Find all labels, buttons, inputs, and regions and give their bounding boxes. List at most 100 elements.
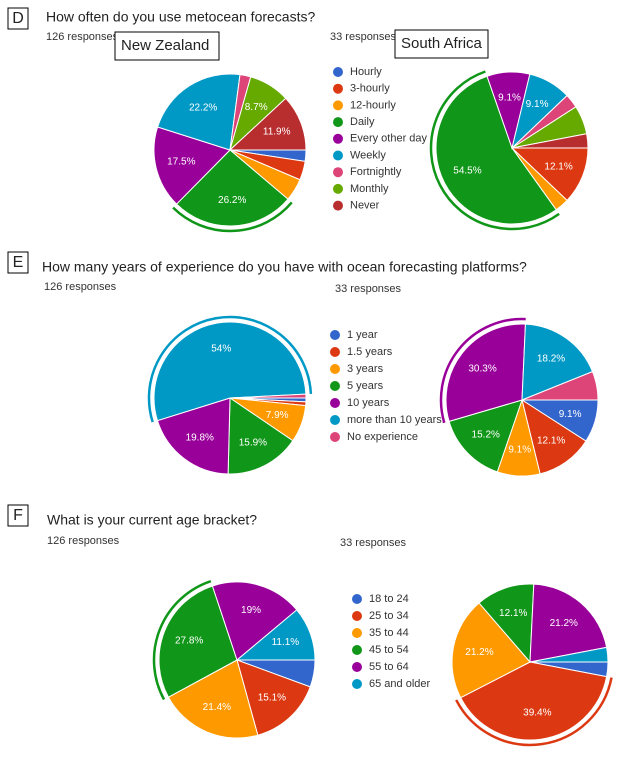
- slice-label: 19.8%: [186, 433, 214, 444]
- legend-label: 3-hourly: [350, 83, 390, 95]
- slice-label: 15.1%: [258, 692, 286, 703]
- legend-swatch: [352, 645, 362, 655]
- pie-slice: [158, 585, 238, 698]
- slice-label: 21.4%: [203, 702, 231, 713]
- slice-label: 11.1%: [272, 637, 300, 648]
- pie-slice: [167, 659, 259, 739]
- slice-highlight: [429, 70, 560, 231]
- pie-slice: [228, 97, 307, 151]
- legend-label: 10 years: [347, 397, 390, 409]
- legend-swatch: [330, 347, 340, 357]
- legend-swatch: [333, 100, 343, 111]
- legend-swatch: [352, 628, 362, 638]
- legend-swatch: [333, 133, 343, 144]
- slice-label: 21.2%: [465, 647, 493, 658]
- slice-label: 54%: [211, 343, 231, 354]
- pie-slice: [451, 602, 531, 699]
- slice-label: 22.2%: [189, 102, 217, 113]
- response-count: 126 responses: [47, 535, 120, 547]
- pie-slice: [478, 583, 535, 664]
- legend-swatch: [333, 200, 343, 211]
- legend-label: 45 to 54: [369, 644, 409, 656]
- legend-swatch: [333, 167, 343, 178]
- country-label: New Zealand: [121, 37, 209, 54]
- legend-swatch: [330, 381, 340, 391]
- pie-slice: [229, 393, 307, 399]
- pie-slice: [156, 397, 231, 475]
- country-box: [394, 29, 489, 59]
- slice-label: 15.2%: [472, 429, 500, 440]
- legend-swatch: [330, 415, 340, 425]
- pie-slice: [235, 609, 316, 661]
- panel-letter: F: [13, 507, 23, 524]
- pie-slice: [521, 370, 599, 401]
- slice-label: 9.1%: [559, 409, 582, 420]
- slice-label: 17.5%: [167, 157, 195, 168]
- legend-label: 5 years: [347, 380, 384, 392]
- question-title: What is your current age bracket?: [47, 512, 257, 528]
- panel-letter-box: [7, 7, 29, 30]
- slice-highlight: [455, 677, 613, 747]
- legend-label: 55 to 64: [369, 661, 409, 673]
- legend-swatch: [352, 662, 362, 672]
- legend-label: Every other day: [350, 133, 428, 145]
- pie-slice: [448, 399, 523, 473]
- slice-label: 39.4%: [523, 708, 551, 719]
- legend-label: 25 to 34: [369, 610, 409, 622]
- legend-swatch: [330, 330, 340, 340]
- legend-label: more than 10 years.: [347, 414, 445, 426]
- slice-label: 19%: [241, 605, 261, 616]
- pie-slice: [175, 149, 289, 227]
- slice-highlight: [439, 317, 526, 424]
- slice-label: 26.2%: [218, 195, 246, 206]
- panel-letter: D: [12, 10, 24, 27]
- legend-label: Daily: [350, 116, 375, 128]
- panel-letter-box: [7, 251, 29, 274]
- slice-label: 30.3%: [468, 364, 496, 375]
- pie-slice: [529, 583, 608, 663]
- legend-swatch: [333, 183, 343, 194]
- slice-label: 9.1%: [508, 445, 531, 456]
- legend-label: Weekly: [350, 149, 386, 161]
- pie-slice: [459, 661, 608, 741]
- legend-label: 1.5 years: [347, 346, 393, 358]
- slice-label: 21.2%: [550, 618, 578, 629]
- pie-slice: [435, 75, 557, 225]
- pie-slice: [445, 323, 526, 423]
- slice-label: 18.2%: [537, 354, 565, 365]
- slice-label: 12.1%: [544, 161, 572, 172]
- slice-highlight: [147, 315, 313, 423]
- slice-label: 27.8%: [175, 636, 203, 647]
- legend-swatch: [352, 594, 362, 604]
- response-count: 126 responses: [46, 31, 119, 43]
- question-title: How often do you use metocean forecasts?: [46, 9, 315, 25]
- response-count: 33 responses: [330, 31, 397, 43]
- legend-swatch: [352, 611, 362, 621]
- legend-label: Hourly: [350, 66, 382, 78]
- legend-label: No experience: [347, 431, 418, 443]
- legend-label: Never: [350, 200, 380, 212]
- legend-label: Fortnightly: [350, 166, 402, 178]
- legend-swatch: [330, 432, 340, 442]
- legend-label: 1 year: [347, 329, 378, 341]
- pie-slice: [529, 646, 609, 663]
- question-title: How many years of experience do you have…: [42, 259, 527, 275]
- pie-slice: [236, 659, 311, 736]
- legend-label: 18 to 24: [369, 593, 409, 605]
- legend-swatch: [333, 83, 343, 94]
- pie-slice: [156, 73, 241, 151]
- legend-swatch: [333, 150, 343, 161]
- slice-label: 15.9%: [239, 437, 267, 448]
- response-count: 33 responses: [340, 537, 407, 549]
- response-count: 126 responses: [44, 281, 117, 293]
- panel-letter: E: [13, 254, 24, 271]
- slice-highlight: [172, 201, 293, 233]
- slice-label: 12.1%: [537, 435, 565, 446]
- legend-label: 12-hourly: [350, 99, 396, 111]
- legend-swatch: [333, 67, 343, 77]
- legend-swatch: [333, 117, 343, 128]
- pie-slice: [511, 133, 589, 149]
- pie-slice: [153, 126, 231, 205]
- response-count: 33 responses: [335, 283, 402, 295]
